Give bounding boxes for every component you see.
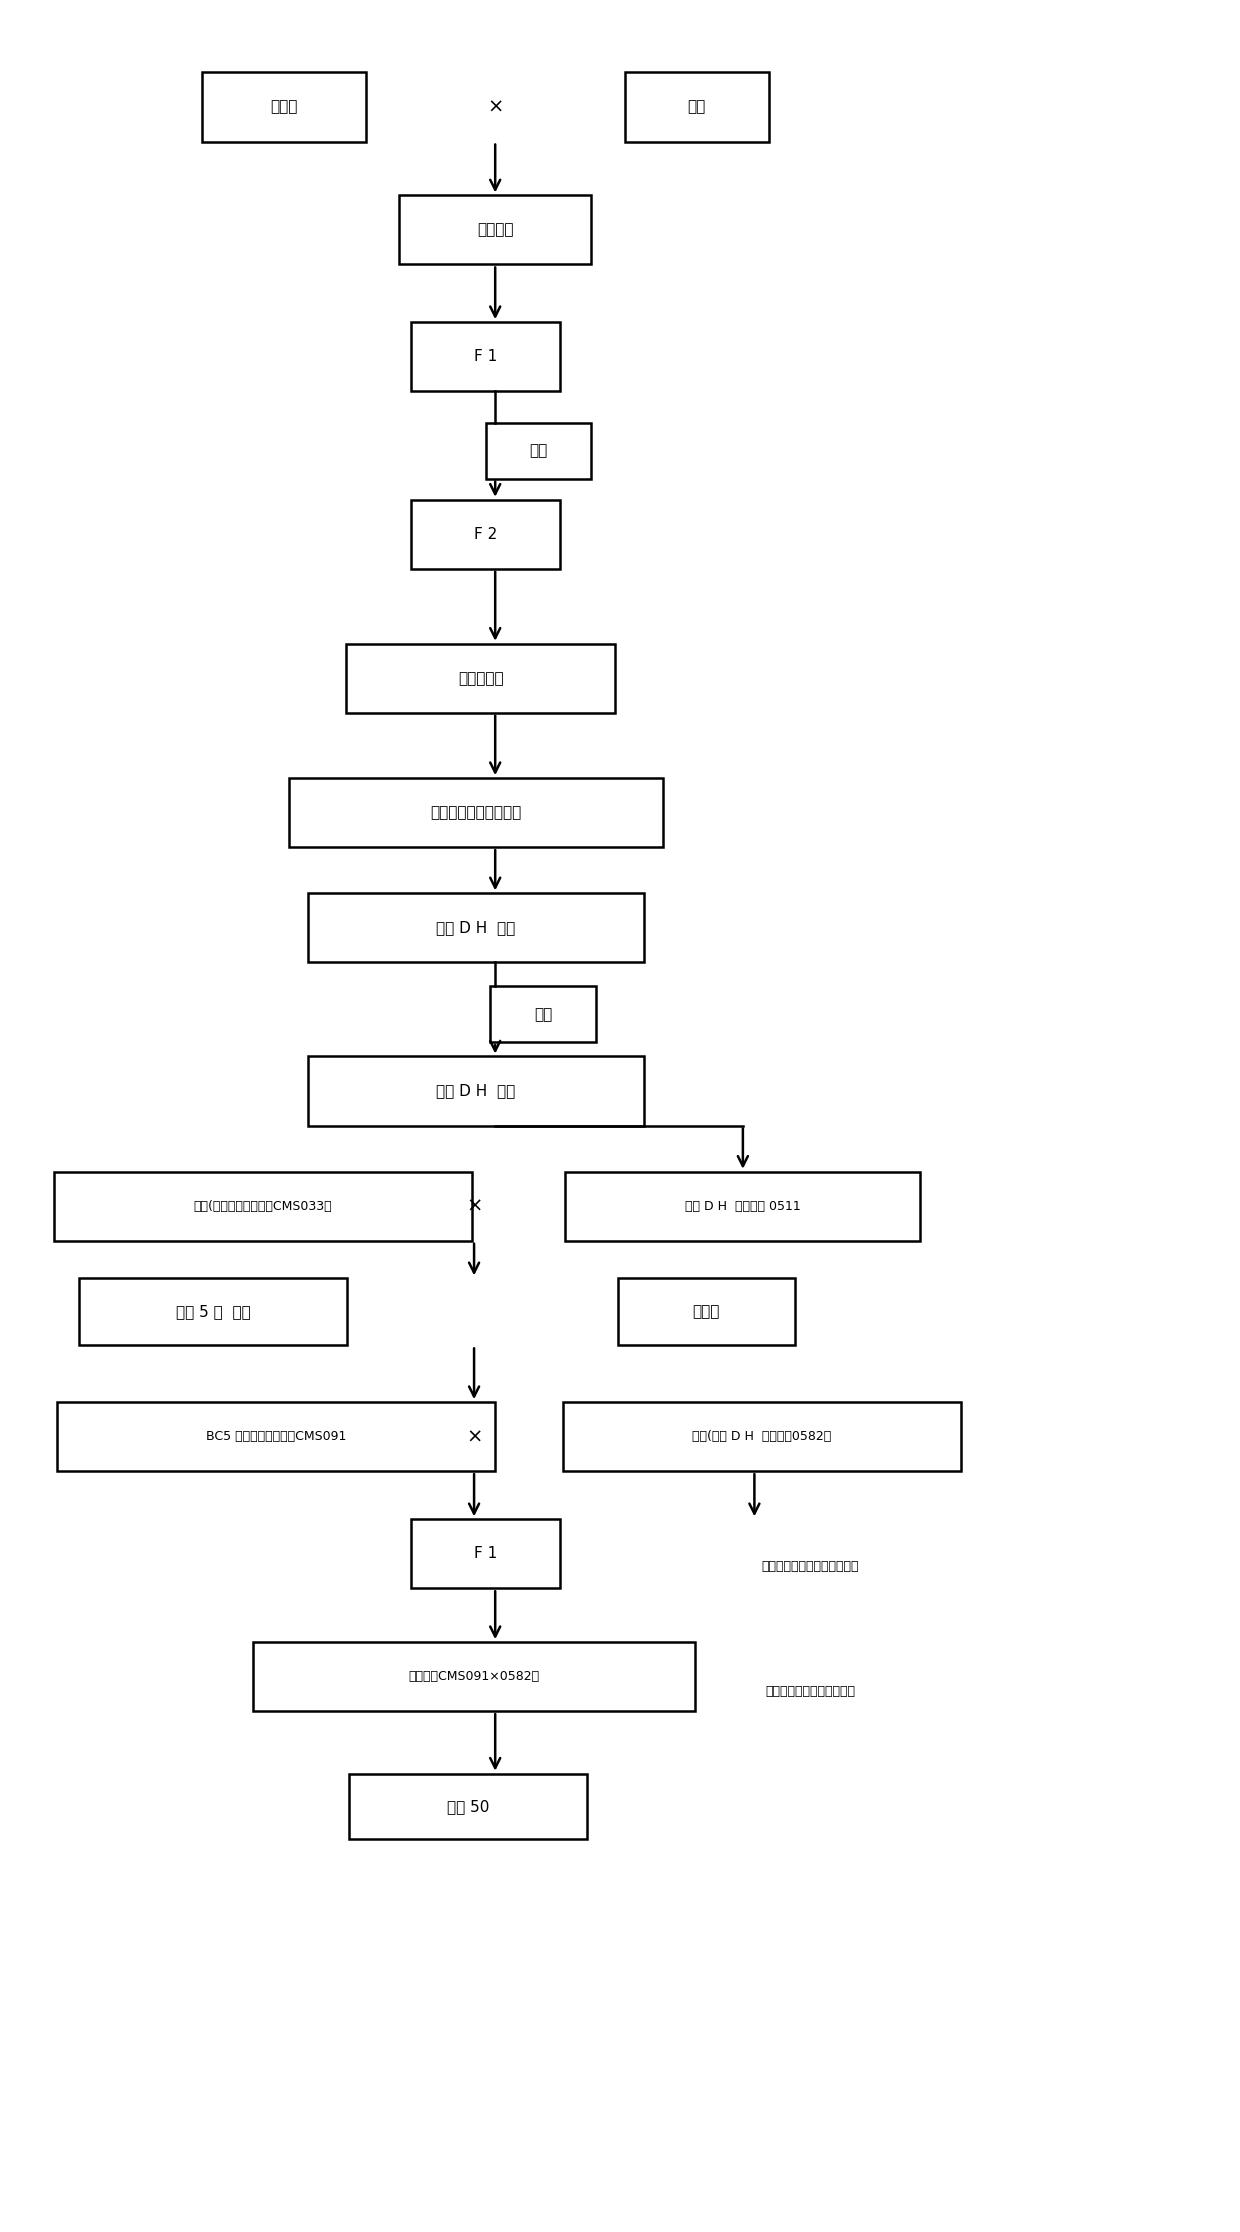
Bar bbox=[253, 1643, 694, 1712]
Text: F 2: F 2 bbox=[474, 527, 497, 542]
Bar bbox=[308, 1056, 644, 1125]
Text: 经田间品比试验、生产试验: 经田间品比试验、生产试验 bbox=[765, 1685, 856, 1699]
Bar bbox=[308, 893, 644, 962]
Text: 优良 D H  株系亲本 0511: 优良 D H 株系亲本 0511 bbox=[684, 1201, 801, 1212]
Bar bbox=[412, 500, 560, 569]
Bar bbox=[78, 1279, 347, 1346]
Text: 优良 D H  单株: 优良 D H 单株 bbox=[436, 920, 516, 935]
Text: ×: × bbox=[466, 1196, 482, 1216]
Text: ×: × bbox=[466, 1426, 482, 1446]
Bar bbox=[625, 71, 769, 141]
Bar bbox=[565, 1172, 920, 1241]
Text: 绿薹 50: 绿薹 50 bbox=[448, 1799, 490, 1815]
Text: 西兰花: 西兰花 bbox=[270, 100, 298, 114]
Text: 自交: 自交 bbox=[529, 444, 548, 458]
Text: 母本(细胞质雄性不育系CMS033）: 母本(细胞质雄性不育系CMS033） bbox=[193, 1201, 332, 1212]
Text: 优良 D H  株系: 优良 D H 株系 bbox=[436, 1083, 516, 1098]
Bar bbox=[563, 1402, 961, 1471]
Bar bbox=[490, 987, 596, 1042]
Bar bbox=[412, 1520, 560, 1589]
Text: 自交: 自交 bbox=[534, 1007, 552, 1022]
Bar bbox=[618, 1279, 795, 1346]
Bar bbox=[202, 71, 366, 141]
Text: F 1: F 1 bbox=[474, 348, 497, 364]
Bar bbox=[412, 321, 560, 391]
Text: 去雄杂交: 去雄杂交 bbox=[477, 223, 513, 237]
Bar bbox=[346, 643, 615, 712]
Bar bbox=[55, 1172, 471, 1241]
Bar bbox=[350, 1774, 588, 1839]
Text: F 1: F 1 bbox=[474, 1547, 497, 1560]
Text: 优良单倍体、自然加倍: 优良单倍体、自然加倍 bbox=[430, 806, 522, 819]
Bar bbox=[57, 1402, 495, 1471]
Bar bbox=[399, 196, 591, 263]
Bar bbox=[486, 422, 591, 478]
Text: 小孢子培养: 小孢子培养 bbox=[458, 672, 503, 685]
Text: BC5 细胞质雄性不育系CMS091: BC5 细胞质雄性不育系CMS091 bbox=[206, 1431, 346, 1444]
Text: 连续 5 代  回交: 连续 5 代 回交 bbox=[176, 1303, 250, 1319]
Text: ×: × bbox=[487, 98, 503, 116]
Text: 芥兰: 芥兰 bbox=[688, 100, 706, 114]
Bar bbox=[289, 779, 663, 848]
Text: 经田间多次重复、鉴定、筛选: 经田间多次重复、鉴定、筛选 bbox=[761, 1560, 859, 1574]
Text: 新组合（CMS091×0582）: 新组合（CMS091×0582） bbox=[408, 1670, 539, 1683]
Text: 父本(优良 D H  株系亲本0582）: 父本(优良 D H 株系亲本0582） bbox=[692, 1431, 832, 1444]
Text: 供持系: 供持系 bbox=[693, 1303, 720, 1319]
